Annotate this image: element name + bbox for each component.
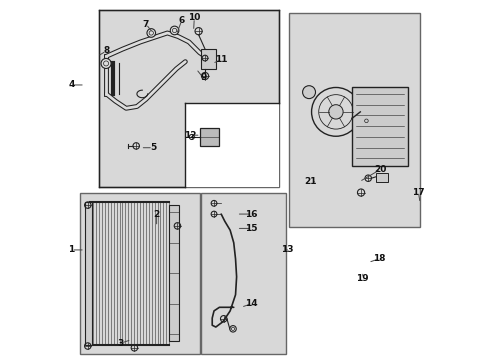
Bar bbox=[185, 103, 278, 187]
Bar bbox=[201, 193, 285, 354]
Text: 8: 8 bbox=[103, 46, 109, 55]
Text: 20: 20 bbox=[374, 165, 386, 174]
Circle shape bbox=[147, 29, 155, 37]
Text: 7: 7 bbox=[142, 19, 149, 28]
Bar bbox=[80, 193, 199, 354]
Bar bbox=[351, 87, 407, 166]
Bar bbox=[376, 173, 387, 182]
Text: 2: 2 bbox=[153, 210, 160, 219]
Circle shape bbox=[229, 325, 236, 332]
Circle shape bbox=[364, 119, 367, 123]
Text: 14: 14 bbox=[245, 299, 258, 308]
Text: 10: 10 bbox=[188, 13, 200, 22]
Text: 16: 16 bbox=[245, 210, 257, 219]
Bar bbox=[201, 49, 215, 69]
Text: 13: 13 bbox=[281, 246, 293, 255]
Bar bbox=[289, 13, 419, 226]
Bar bbox=[169, 205, 179, 341]
Bar bbox=[85, 202, 92, 345]
Text: 15: 15 bbox=[245, 224, 257, 233]
Text: 5: 5 bbox=[150, 143, 156, 152]
Bar bbox=[99, 10, 278, 187]
Text: 9: 9 bbox=[200, 73, 206, 82]
Text: 18: 18 bbox=[372, 255, 385, 264]
Text: 1: 1 bbox=[68, 246, 74, 255]
Text: 6: 6 bbox=[178, 16, 184, 25]
Circle shape bbox=[302, 86, 315, 99]
Text: 19: 19 bbox=[356, 274, 368, 283]
Circle shape bbox=[328, 105, 343, 119]
Text: 17: 17 bbox=[411, 188, 424, 197]
Text: 21: 21 bbox=[304, 177, 316, 186]
Circle shape bbox=[101, 58, 111, 68]
Text: 3: 3 bbox=[118, 339, 123, 348]
Bar bbox=[199, 128, 219, 146]
Text: 12: 12 bbox=[184, 131, 197, 140]
Text: 4: 4 bbox=[68, 81, 75, 90]
Text: 11: 11 bbox=[215, 55, 227, 64]
Circle shape bbox=[170, 26, 179, 35]
